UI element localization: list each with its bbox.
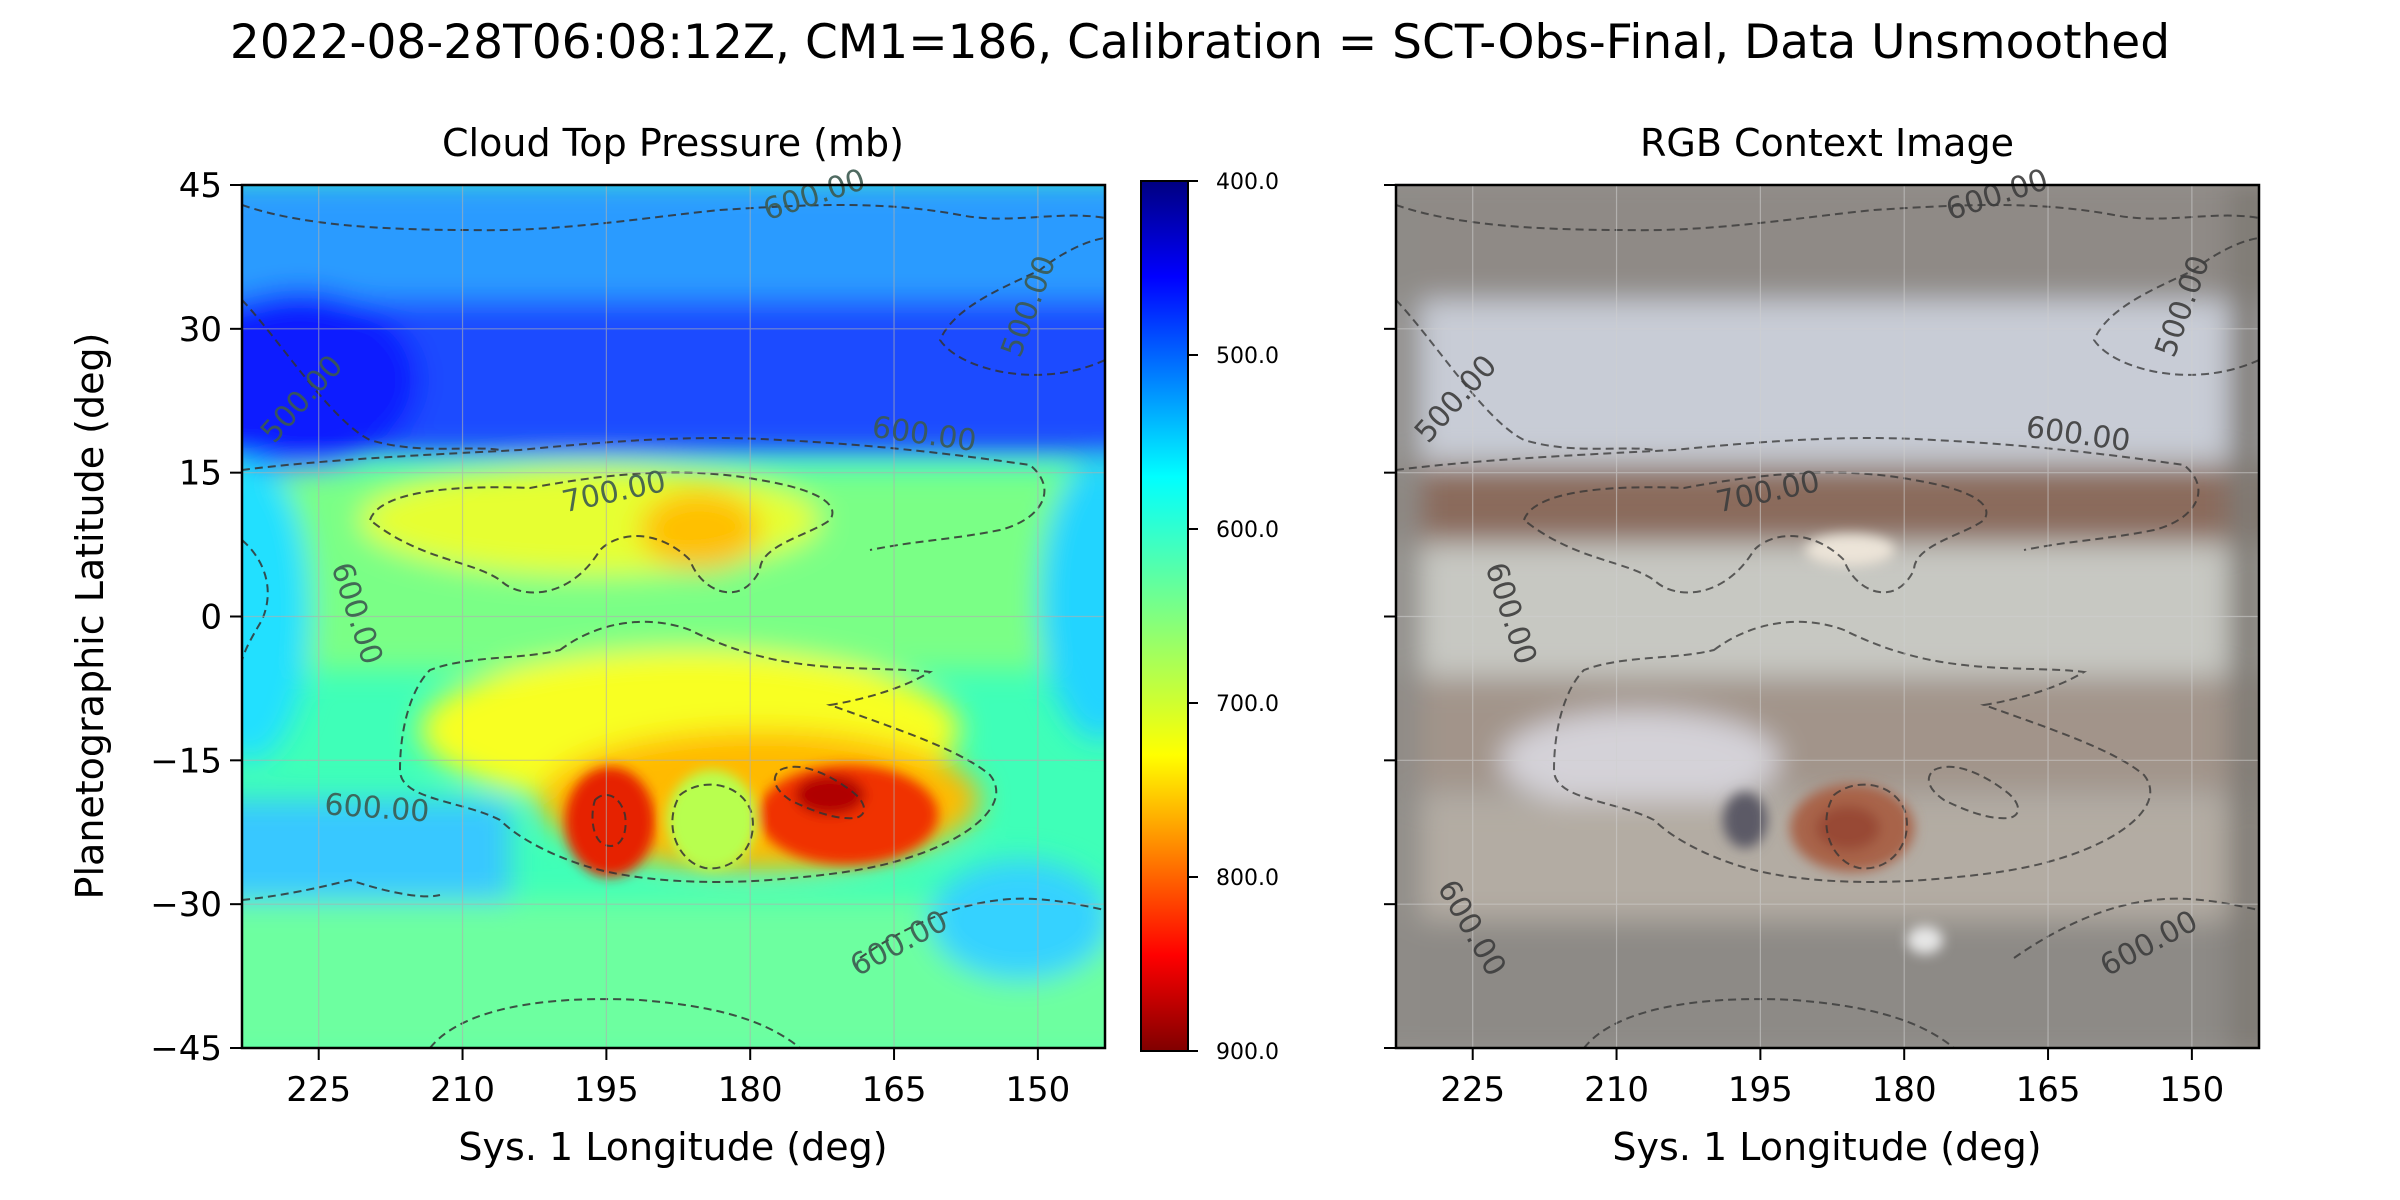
contour-600-ez-north xyxy=(242,437,1046,551)
rgb-neb-band xyxy=(1396,470,2259,540)
colorbar-gradient xyxy=(1140,180,1189,1052)
colorbar-tick-label: 400.0 xyxy=(1216,170,1279,195)
colorbar-tick-label: 900.0 xyxy=(1216,1040,1279,1065)
pressure-y-tick-label: 45 xyxy=(179,166,222,206)
contour-600-seb xyxy=(398,620,998,883)
pressure-x-axis-label: Sys. 1 Longitude (deg) xyxy=(458,1125,887,1169)
pressure-y-axis-label: Planetographic Latitude (deg) xyxy=(68,333,112,900)
pressure-y-tick-label: 30 xyxy=(179,310,222,350)
rgb-contour-grs xyxy=(1825,783,1908,870)
rgb-x-tick-label: 210 xyxy=(1584,1070,1649,1110)
rgb-grs-core xyxy=(1816,806,1880,850)
contour-north-600 xyxy=(242,204,1105,232)
east-cyan-edge xyxy=(1040,460,1105,740)
rgb-ez-bright-patch xyxy=(1805,534,1895,566)
colorbar-tick-label: 700.0 xyxy=(1216,692,1279,717)
pressure-y-ticks: 45 30 15 0 −15 −30 −45 xyxy=(150,166,242,1069)
rgb-dark-barge xyxy=(1723,792,1767,848)
contour-label: 600.00 xyxy=(323,787,430,829)
rgb-contour-500-west xyxy=(1396,299,1655,451)
rgb-y-ticks xyxy=(1384,184,1396,1049)
contour-600-west-ez xyxy=(242,539,269,661)
pressure-x-tick-label: 165 xyxy=(862,1070,927,1110)
rgb-contour-500-east xyxy=(2092,237,2259,376)
rgb-north-polar-region xyxy=(1396,185,2259,300)
rgb-x-tick-label: 165 xyxy=(2016,1070,2081,1110)
contour-600-south xyxy=(242,878,441,901)
pressure-x-tick-label: 225 xyxy=(286,1070,351,1110)
rgb-white-oval xyxy=(1907,926,1943,954)
rgb-north-zone xyxy=(1396,300,2259,460)
rgb-east-limb xyxy=(2230,185,2259,1048)
rgb-west-limb xyxy=(1396,185,1420,1048)
colorbar-tick-label: 800.0 xyxy=(1216,866,1279,891)
pressure-y-tick-label: 0 xyxy=(200,598,222,638)
rgb-x-ticks: 225 210 195 180 165 150 xyxy=(1440,1048,2224,1110)
pressure-panel: Cloud Top Pressure (mb) xyxy=(68,121,1279,1169)
pressure-x-tick-label: 180 xyxy=(718,1070,783,1110)
colorbar: 400.0 500.0 600.0 700.0 800.0 900.0 xyxy=(1140,170,1279,1065)
pressure-y-tick-label: −15 xyxy=(150,741,222,781)
pressure-panel-title: Cloud Top Pressure (mb) xyxy=(442,121,904,165)
rgb-equatorial-zone xyxy=(1396,545,2259,675)
contour-south-edge xyxy=(429,998,801,1048)
rgb-contour-700-north xyxy=(1522,471,1988,594)
pressure-x-tick-label: 150 xyxy=(1005,1070,1070,1110)
rgb-south-band xyxy=(1396,920,2259,1048)
pressure-x-tick-label: 210 xyxy=(430,1070,495,1110)
contour-grs-west xyxy=(591,794,627,847)
rgb-x-tick-label: 225 xyxy=(1440,1070,1505,1110)
rgb-contour-600-seb xyxy=(1552,620,2152,883)
pressure-x-tick-label: 195 xyxy=(574,1070,639,1110)
west-cyan-edge xyxy=(242,460,310,760)
rgb-contour-600-ez-north xyxy=(1396,437,2200,551)
contour-500-west xyxy=(242,299,501,451)
rgb-seb-band xyxy=(1396,680,2259,790)
pressure-y-tick-label: −45 xyxy=(150,1029,222,1069)
rgb-x-tick-label: 180 xyxy=(1872,1070,1937,1110)
grs-red-core xyxy=(795,775,865,815)
north-blue-west xyxy=(242,290,420,470)
pressure-y-tick-label: 15 xyxy=(179,454,222,494)
colorbar-ticks: 400.0 500.0 600.0 700.0 800.0 900.0 xyxy=(1188,170,1279,1065)
colorbar-tick-label: 500.0 xyxy=(1216,344,1279,369)
rgb-contour-north-600 xyxy=(1396,204,2259,232)
rgb-x-tick-label: 195 xyxy=(1728,1070,1793,1110)
rgb-x-axis-label: Sys. 1 Longitude (deg) xyxy=(1612,1125,2041,1169)
grs-west-red-region xyxy=(565,767,655,877)
contour-700-north xyxy=(368,471,834,594)
rgb-panel-title: RGB Context Image xyxy=(1640,121,2014,165)
rgb-panel: RGB Context Image xyxy=(1384,121,2261,1169)
colorbar-tick-label: 600.0 xyxy=(1216,518,1279,543)
grs-center-cool-region xyxy=(667,770,757,870)
north-blue-band xyxy=(242,185,1105,310)
pressure-x-ticks: 225 210 195 180 165 150 xyxy=(286,1048,1070,1110)
contour-500-east xyxy=(938,237,1105,376)
contour-grs-center xyxy=(671,783,754,870)
south-east-cyan xyxy=(930,860,1105,980)
rgb-x-tick-label: 150 xyxy=(2159,1070,2224,1110)
rgb-contour-south-edge xyxy=(1583,998,1955,1048)
pressure-y-tick-label: −30 xyxy=(150,885,222,925)
figure-title: 2022-08-28T06:08:12Z, CM1=186, Calibrati… xyxy=(230,15,2170,70)
ez-orange-patch xyxy=(640,490,760,570)
